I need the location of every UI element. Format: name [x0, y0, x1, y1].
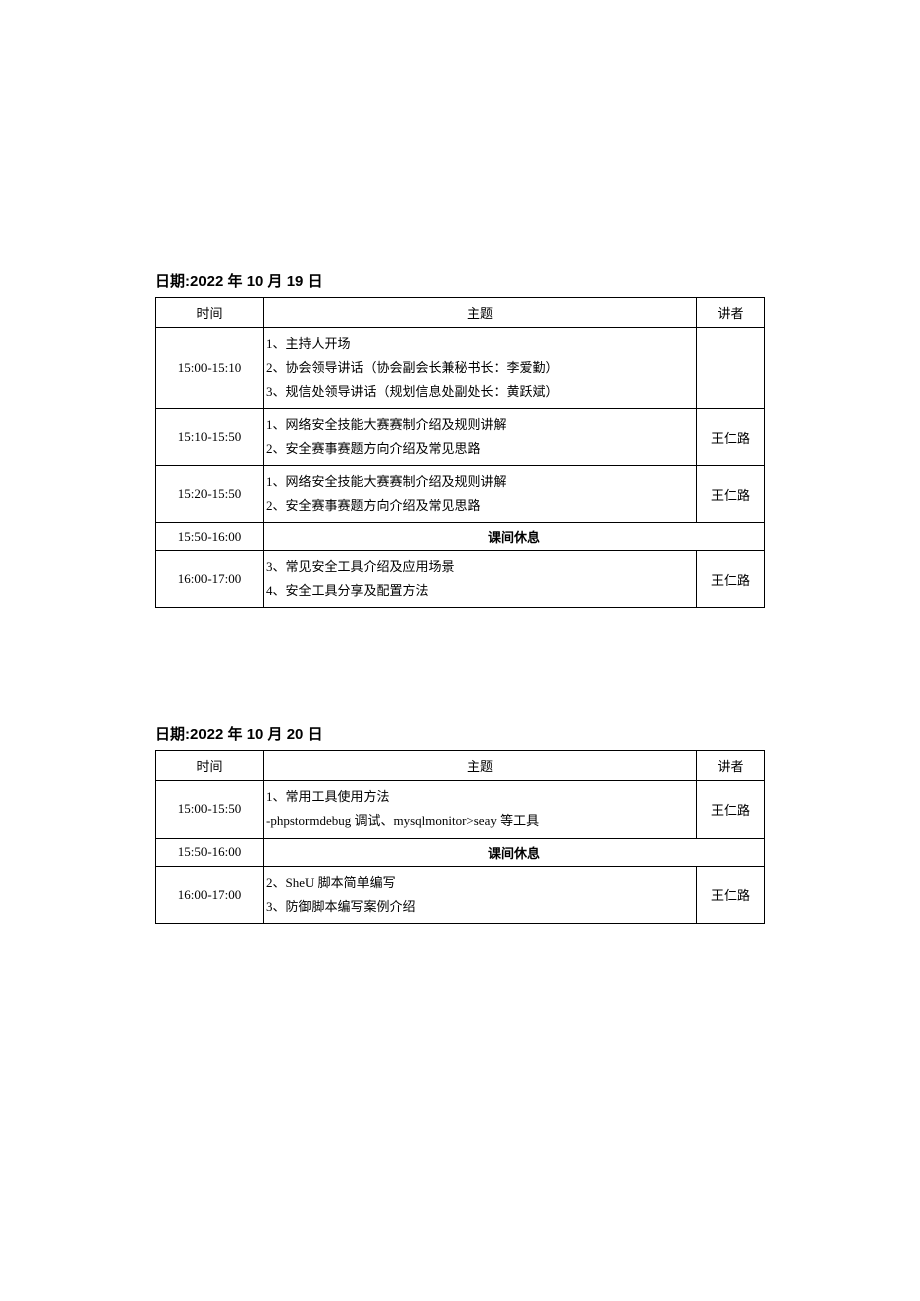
schedule-section-2: 日期:2022 年 10 月 20 日 时间 主题 讲者 15:00-15:50…	[155, 723, 765, 923]
subject-line: -phpstormdebug 调试、mysqlmonitor>seay 等工具	[266, 809, 694, 833]
cell-subject: 2、SheU 脚本简单编写 3、防御脚本编写案例介绍	[264, 866, 697, 923]
subject-line: 3、常见安全工具介绍及应用场景	[266, 555, 694, 579]
header-speaker: 讲者	[697, 298, 765, 328]
table-header-row: 时间 主题 讲者	[156, 751, 765, 781]
table-row: 15:00-15:50 1、常用工具使用方法 -phpstormdebug 调试…	[156, 781, 765, 838]
table-row: 16:00-17:00 2、SheU 脚本简单编写 3、防御脚本编写案例介绍 王…	[156, 866, 765, 923]
header-time: 时间	[156, 751, 264, 781]
subject-line: 2、安全赛事赛题方向介绍及常见思路	[266, 494, 694, 518]
subject-line: 1、主持人开场	[266, 332, 694, 356]
header-time: 时间	[156, 298, 264, 328]
cell-time: 15:50-16:00	[156, 838, 264, 866]
subject-line: 1、网络安全技能大赛赛制介绍及规则讲解	[266, 413, 694, 437]
header-subject: 主题	[264, 751, 697, 781]
cell-break: 课间休息	[264, 838, 765, 866]
table-row: 15:50-16:00 课间休息	[156, 523, 765, 551]
cell-time: 16:00-17:00	[156, 551, 264, 608]
subject-line: 3、规信处领导讲话（规划信息处副处长：黄跃斌）	[266, 380, 694, 404]
schedule-section-1: 日期:2022 年 10 月 19 日 时间 主题 讲者 15:00-15:10…	[155, 270, 765, 608]
subject-line: 1、网络安全技能大赛赛制介绍及规则讲解	[266, 470, 694, 494]
schedule-table-2: 时间 主题 讲者 15:00-15:50 1、常用工具使用方法 -phpstor…	[155, 750, 765, 923]
cell-break: 课间休息	[264, 523, 765, 551]
cell-time: 15:00-15:10	[156, 328, 264, 409]
header-speaker: 讲者	[697, 751, 765, 781]
cell-speaker: 王仁路	[697, 551, 765, 608]
cell-speaker: 王仁路	[697, 866, 765, 923]
table-row: 15:50-16:00 课间休息	[156, 838, 765, 866]
cell-subject: 3、常见安全工具介绍及应用场景 4、安全工具分享及配置方法	[264, 551, 697, 608]
header-subject: 主题	[264, 298, 697, 328]
cell-subject: 1、网络安全技能大赛赛制介绍及规则讲解 2、安全赛事赛题方向介绍及常见思路	[264, 466, 697, 523]
table-row: 15:00-15:10 1、主持人开场 2、协会领导讲话（协会副会长兼秘书长：李…	[156, 328, 765, 409]
cell-time: 15:50-16:00	[156, 523, 264, 551]
table-header-row: 时间 主题 讲者	[156, 298, 765, 328]
cell-subject: 1、主持人开场 2、协会领导讲话（协会副会长兼秘书长：李爱勤） 3、规信处领导讲…	[264, 328, 697, 409]
subject-line: 3、防御脚本编写案例介绍	[266, 895, 694, 919]
schedule-table-1: 时间 主题 讲者 15:00-15:10 1、主持人开场 2、协会领导讲话（协会…	[155, 297, 765, 608]
cell-time: 15:20-15:50	[156, 466, 264, 523]
table-row: 15:20-15:50 1、网络安全技能大赛赛制介绍及规则讲解 2、安全赛事赛题…	[156, 466, 765, 523]
subject-line: 2、安全赛事赛题方向介绍及常见思路	[266, 437, 694, 461]
cell-subject: 1、网络安全技能大赛赛制介绍及规则讲解 2、安全赛事赛题方向介绍及常见思路	[264, 409, 697, 466]
cell-speaker: 王仁路	[697, 409, 765, 466]
subject-line: 2、SheU 脚本简单编写	[266, 871, 694, 895]
cell-subject: 1、常用工具使用方法 -phpstormdebug 调试、mysqlmonito…	[264, 781, 697, 838]
date-header: 日期:2022 年 10 月 20 日	[155, 723, 765, 744]
subject-line: 4、安全工具分享及配置方法	[266, 579, 694, 603]
cell-speaker	[697, 328, 765, 409]
cell-speaker: 王仁路	[697, 781, 765, 838]
subject-line: 2、协会领导讲话（协会副会长兼秘书长：李爱勤）	[266, 356, 694, 380]
subject-line: 1、常用工具使用方法	[266, 785, 694, 809]
cell-time: 15:10-15:50	[156, 409, 264, 466]
table-row: 16:00-17:00 3、常见安全工具介绍及应用场景 4、安全工具分享及配置方…	[156, 551, 765, 608]
cell-time: 16:00-17:00	[156, 866, 264, 923]
date-header: 日期:2022 年 10 月 19 日	[155, 270, 765, 291]
table-row: 15:10-15:50 1、网络安全技能大赛赛制介绍及规则讲解 2、安全赛事赛题…	[156, 409, 765, 466]
cell-time: 15:00-15:50	[156, 781, 264, 838]
cell-speaker: 王仁路	[697, 466, 765, 523]
